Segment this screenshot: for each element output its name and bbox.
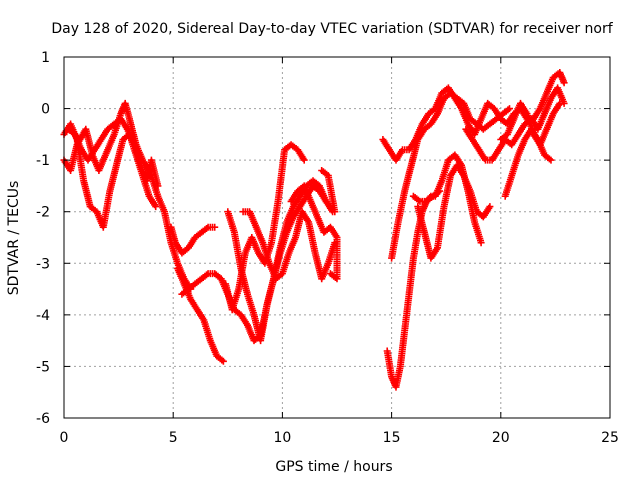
y-tick-label: -4 xyxy=(36,308,50,324)
x-tick-label: 10 xyxy=(273,430,291,446)
y-tick-label: -1 xyxy=(36,153,50,169)
x-tick-label: 20 xyxy=(492,430,510,446)
y-tick-label: -6 xyxy=(36,411,50,427)
series-track-c xyxy=(64,115,162,190)
tick-layer: 0 5 10 15 20 25 -6 -5 -4 -3 -2 -1 0 1 xyxy=(36,50,619,446)
series-track-k xyxy=(318,167,339,216)
y-tick-label: -2 xyxy=(36,205,50,221)
y-axis-title: SDTVAR / TECUs xyxy=(6,181,22,296)
data-points-layer xyxy=(60,69,568,391)
series-track-h xyxy=(222,141,308,314)
series-track-i xyxy=(239,208,339,283)
x-tick-label: 25 xyxy=(601,430,619,446)
data-point-markers xyxy=(287,182,341,283)
series-track-j xyxy=(287,182,341,283)
y-tick-label: 0 xyxy=(41,102,50,118)
y-tick-label: 1 xyxy=(41,50,50,66)
data-point-markers xyxy=(318,167,339,216)
data-point-markers xyxy=(64,115,162,190)
series-track-s xyxy=(497,99,564,149)
data-point-markers xyxy=(167,223,219,257)
data-point-markers xyxy=(414,161,494,262)
y-tick-label: -5 xyxy=(36,359,50,375)
series-track-p xyxy=(409,187,444,205)
x-tick-label: 0 xyxy=(60,430,69,446)
chart-title: Day 128 of 2020, Sidereal Day-to-day VTE… xyxy=(51,21,613,37)
data-point-markers xyxy=(239,208,339,283)
x-tick-label: 5 xyxy=(169,430,178,446)
data-point-markers xyxy=(222,141,308,314)
data-point-markers xyxy=(497,99,564,149)
x-tick-label: 15 xyxy=(383,430,401,446)
series-track-o xyxy=(414,161,494,262)
plot-frame xyxy=(63,56,611,419)
series-track-d xyxy=(167,223,219,257)
x-axis-title: GPS time / hours xyxy=(275,459,392,475)
data-point-markers xyxy=(409,187,444,205)
y-tick-label: -3 xyxy=(36,256,50,272)
